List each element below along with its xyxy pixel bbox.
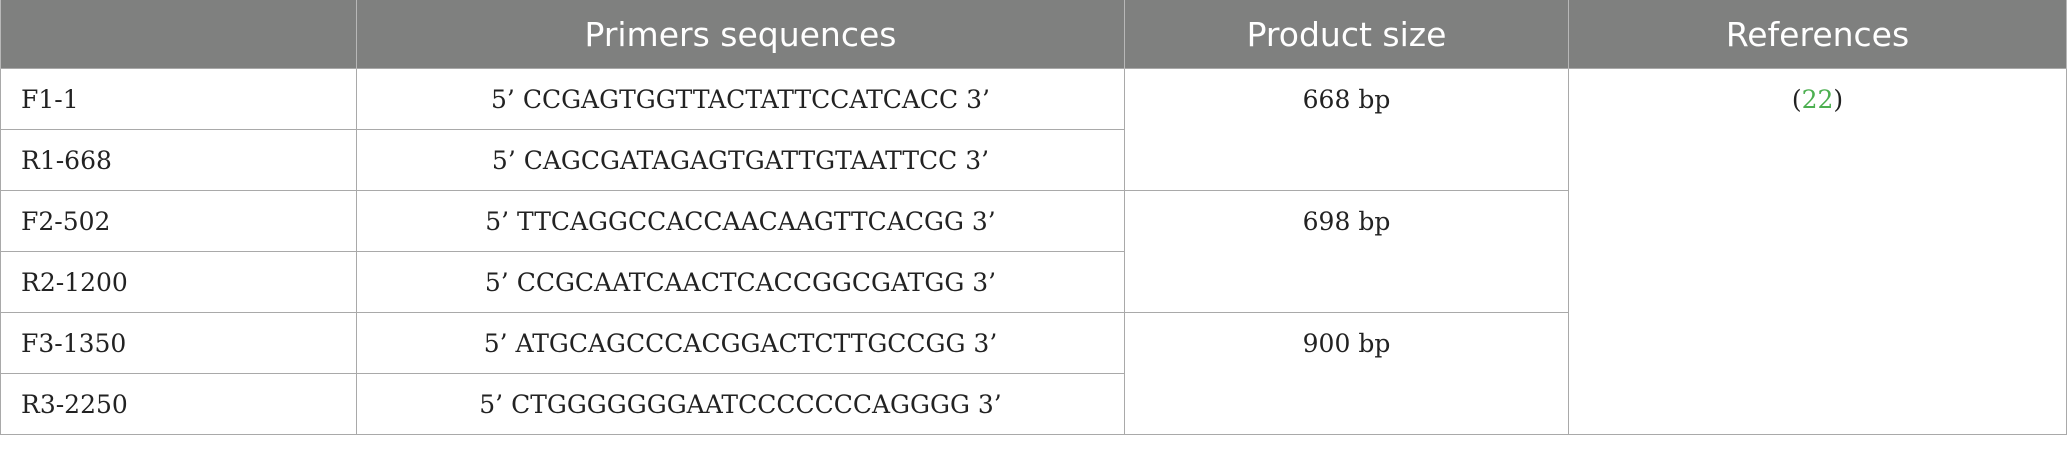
primer-name: R2-1200 [0,251,357,313]
reference-close-paren: ) [1833,85,1844,114]
table-row: F1-1 5’ CCGAGTGGTTACTATTCCATCACC 3’ 668 … [0,68,2067,435]
header-primers-sequences: Primers sequences [356,0,1125,69]
header-references: References [1568,0,2067,69]
primer-sequence: 5’ CCGCAATCAACTCACCGGCGATGG 3’ [356,251,1125,313]
primer-name: F3-1350 [0,312,357,374]
header-product-size: Product size [1124,0,1569,69]
header-row: Primers sequences Product size Reference… [0,0,2067,69]
product-size: 668 bp [1124,68,1569,191]
product-size: 698 bp [1124,190,1569,313]
primers-table: Primers sequences Product size Reference… [0,0,2067,435]
primer-name: R3-2250 [0,373,357,435]
primer-name: F1-1 [0,68,357,130]
reference-open-paren: ( [1791,85,1802,114]
primer-sequence: 5’ ATGCAGCCCACGGACTCTTGCCGG 3’ [356,312,1125,374]
primer-name: F2-502 [0,190,357,252]
reference-link[interactable]: 22 [1801,85,1834,114]
primer-sequence: 5’ CTGGGGGGGAATCCCCCCCAGGGG 3’ [356,373,1125,435]
table-row: R3-2250 5’ CTGGGGGGGAATCCCCCCCAGGGG 3’ [0,373,2067,435]
primer-name: R1-668 [0,129,357,191]
primer-sequence: 5’ TTCAGGCCACCAACAAGTTCACGG 3’ [356,190,1125,252]
primer-sequence: 5’ CAGCGATAGAGTGATTGTAATTCC 3’ [356,129,1125,191]
product-size: 900 bp [1124,312,1569,435]
table-row: R1-668 5’ CAGCGATAGAGTGATTGTAATTCC 3’ [0,129,2067,191]
reference-cell: (22) [1568,68,2067,435]
table-row: F3-1350 5’ ATGCAGCCCACGGACTCTTGCCGG 3’ 9… [0,312,2067,435]
header-primer-name [0,0,357,69]
primers-table-container: Primers sequences Product size Reference… [0,0,2067,435]
primer-sequence: 5’ CCGAGTGGTTACTATTCCATCACC 3’ [356,68,1125,130]
